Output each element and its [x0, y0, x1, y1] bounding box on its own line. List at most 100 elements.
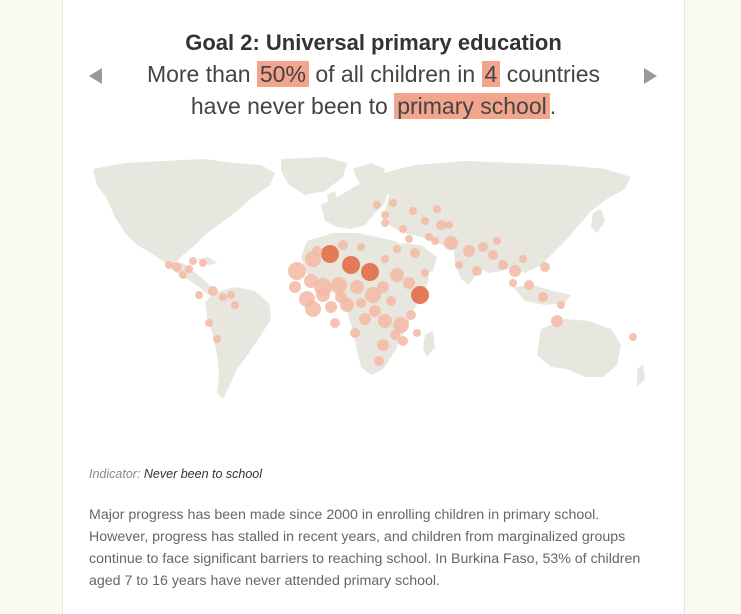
- indicator-label: Indicator:: [89, 467, 141, 481]
- country-bubble[interactable]: [390, 268, 404, 282]
- next-arrow-icon[interactable]: [644, 68, 657, 84]
- country-bubble[interactable]: [189, 257, 197, 265]
- country-bubble[interactable]: [436, 220, 446, 230]
- country-bubble[interactable]: [386, 296, 396, 306]
- country-bubble[interactable]: [342, 256, 360, 274]
- country-bubble[interactable]: [356, 298, 366, 308]
- country-bubble[interactable]: [195, 291, 203, 299]
- country-bubble[interactable]: [493, 237, 501, 245]
- headline-line-1: More than 50% of all children in 4 count…: [63, 61, 684, 88]
- country-bubble[interactable]: [431, 237, 439, 245]
- country-bubble[interactable]: [213, 335, 221, 343]
- country-bubble[interactable]: [231, 301, 239, 309]
- country-bubble[interactable]: [498, 260, 508, 270]
- country-bubble[interactable]: [331, 277, 347, 293]
- greenland: [281, 157, 347, 195]
- country-bubble[interactable]: [538, 292, 548, 302]
- australia: [537, 319, 621, 377]
- country-bubble[interactable]: [199, 259, 207, 267]
- country-bubble[interactable]: [413, 329, 421, 337]
- country-bubble[interactable]: [373, 201, 381, 209]
- country-bubble[interactable]: [350, 280, 364, 294]
- country-bubble[interactable]: [410, 248, 420, 258]
- country-bubble[interactable]: [377, 339, 389, 351]
- description-text: Major progress has been made since 2000 …: [89, 507, 641, 589]
- country-bubble[interactable]: [305, 301, 321, 317]
- country-bubble[interactable]: [179, 271, 187, 279]
- country-bubble[interactable]: [393, 317, 409, 333]
- country-bubble[interactable]: [406, 310, 416, 320]
- country-bubble[interactable]: [421, 269, 429, 277]
- country-bubble[interactable]: [398, 336, 408, 346]
- country-bubble[interactable]: [463, 245, 475, 257]
- asia: [375, 161, 631, 273]
- madagascar: [423, 331, 435, 357]
- country-bubble[interactable]: [350, 328, 360, 338]
- country-bubble[interactable]: [445, 221, 453, 229]
- country-bubble[interactable]: [227, 291, 235, 299]
- country-bubble[interactable]: [361, 263, 379, 281]
- country-bubble[interactable]: [185, 265, 193, 273]
- country-bubble[interactable]: [340, 298, 354, 312]
- south-america: [205, 287, 271, 399]
- country-bubble[interactable]: [509, 279, 517, 287]
- country-bubble[interactable]: [325, 301, 337, 313]
- country-bubble[interactable]: [369, 305, 381, 317]
- country-bubble[interactable]: [359, 313, 371, 325]
- country-bubble[interactable]: [403, 277, 415, 289]
- headline-text: have never been to: [190, 93, 395, 119]
- country-bubble[interactable]: [219, 293, 227, 301]
- country-bubble[interactable]: [478, 242, 488, 252]
- country-bubble[interactable]: [629, 333, 637, 341]
- bubble-layer: [165, 199, 637, 366]
- country-bubble[interactable]: [374, 356, 384, 366]
- country-bubble[interactable]: [393, 245, 401, 253]
- country-bubble[interactable]: [316, 288, 330, 302]
- new-zealand: [637, 365, 645, 387]
- headline-highlight-percent: 50%: [256, 61, 309, 87]
- country-bubble[interactable]: [399, 225, 407, 233]
- country-bubble[interactable]: [409, 207, 417, 215]
- country-bubble[interactable]: [524, 280, 534, 290]
- prev-arrow-icon[interactable]: [89, 68, 102, 84]
- country-bubble[interactable]: [365, 287, 381, 303]
- country-bubble[interactable]: [289, 281, 301, 293]
- north-america: [93, 159, 275, 267]
- uk: [327, 191, 337, 205]
- country-bubble[interactable]: [509, 265, 521, 277]
- country-bubble[interactable]: [208, 286, 218, 296]
- country-bubble[interactable]: [381, 255, 389, 263]
- country-bubble[interactable]: [378, 314, 392, 328]
- country-bubble[interactable]: [540, 262, 550, 272]
- indicator: Indicator: Never been to school: [89, 467, 262, 481]
- country-bubble[interactable]: [377, 281, 389, 293]
- country-bubble[interactable]: [389, 199, 397, 207]
- country-bubble[interactable]: [411, 286, 429, 304]
- europe: [321, 181, 389, 229]
- country-bubble[interactable]: [381, 219, 389, 227]
- country-bubble[interactable]: [312, 246, 322, 256]
- country-bubble[interactable]: [551, 315, 563, 327]
- country-bubble[interactable]: [321, 245, 339, 263]
- country-bubble[interactable]: [288, 262, 306, 280]
- country-bubble[interactable]: [172, 262, 182, 272]
- country-bubble[interactable]: [519, 255, 527, 263]
- country-bubble[interactable]: [338, 240, 348, 250]
- country-bubble[interactable]: [357, 243, 365, 251]
- country-bubble[interactable]: [433, 205, 441, 213]
- country-bubble[interactable]: [472, 266, 482, 276]
- country-bubble[interactable]: [205, 319, 213, 327]
- country-bubble[interactable]: [330, 318, 340, 328]
- country-bubble[interactable]: [165, 261, 173, 269]
- goal-title: Goal 2: Universal primary education: [185, 30, 562, 55]
- country-bubble[interactable]: [557, 301, 565, 309]
- country-bubble[interactable]: [390, 330, 400, 340]
- country-bubble[interactable]: [381, 211, 389, 219]
- country-bubble[interactable]: [425, 233, 433, 241]
- headline-text: .: [549, 93, 557, 119]
- country-bubble[interactable]: [455, 261, 463, 269]
- country-bubble[interactable]: [488, 250, 498, 260]
- country-bubble[interactable]: [421, 217, 429, 225]
- country-bubble[interactable]: [444, 236, 458, 250]
- country-bubble[interactable]: [405, 235, 413, 243]
